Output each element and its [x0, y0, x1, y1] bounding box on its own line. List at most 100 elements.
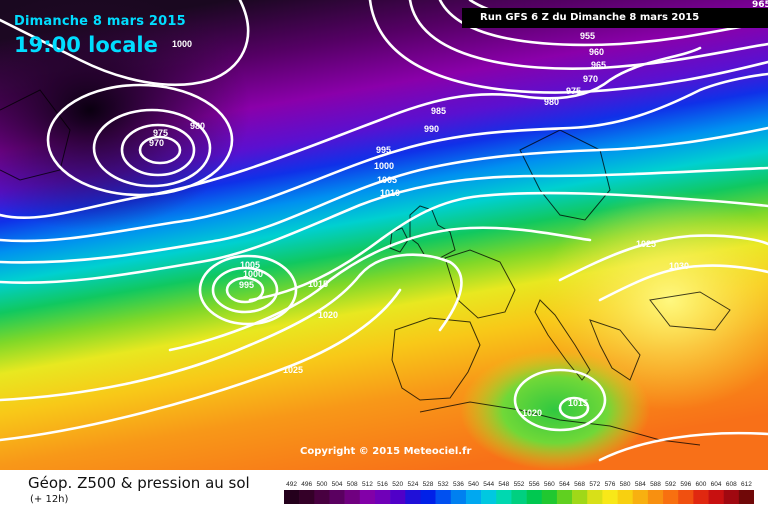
scale-tick-label: 572 [589, 481, 600, 488]
scale-tick-label: 548 [498, 481, 509, 488]
forecast-date: Dimanche 8 mars 2015 [14, 14, 186, 29]
coast-black-sea [649, 291, 731, 331]
scale-swatch [359, 490, 376, 504]
scale-swatch [556, 490, 573, 504]
isobar-980 [92, 108, 212, 188]
isobar-995-north [0, 72, 768, 243]
isobar-label: 975 [153, 128, 168, 138]
scale-swatch [450, 490, 467, 504]
isobar-1000 [0, 126, 768, 264]
isobar-label: 960 [589, 47, 604, 57]
isobar-labels: 1000 955 960 965 970 975 980 985 990 995… [149, 31, 689, 418]
isobar-label: 970 [149, 138, 164, 148]
isobar-1005 [0, 166, 768, 284]
scale-tick-label: 584 [635, 481, 646, 488]
scale-swatch [390, 490, 406, 504]
legend-subtitle: (+ 12h) [30, 494, 69, 505]
scale-tick-label: 528 [423, 481, 434, 488]
mediterranean-low-area [460, 350, 650, 470]
scale-tick-label: 508 [347, 481, 358, 488]
scale-tick-label: 532 [438, 481, 449, 488]
isobar-1020-med [513, 368, 607, 432]
scale-tick-label: 596 [680, 481, 691, 488]
isobar-label: 1000 [172, 39, 192, 49]
coast-italy [534, 299, 591, 381]
scale-swatch [663, 490, 679, 504]
isobar-label: 1025 [283, 365, 303, 375]
isobar-label: 965 [591, 60, 606, 70]
scale-tick-label: 612 [741, 481, 752, 488]
isobar-1030 [598, 264, 768, 302]
scale-tick-label: 564 [559, 481, 570, 488]
scale-swatch [329, 490, 345, 504]
scale-swatch [496, 490, 512, 504]
scale-tick-label: 544 [483, 481, 494, 488]
scale-tick-label: 500 [316, 481, 327, 488]
scale-tick-label: 588 [650, 481, 661, 488]
copyright-notice: Copyright © 2015 Meteociel.fr [300, 446, 472, 457]
scale-tick-label: 540 [468, 481, 479, 488]
isobar-label: 980 [190, 121, 205, 131]
scale-swatch [344, 490, 361, 504]
isobar-990 [0, 46, 702, 219]
scale-tick-label: 520 [392, 481, 403, 488]
scale-swatch [647, 490, 664, 504]
isobar-label: 985 [431, 106, 446, 116]
scale-tick-label: 552 [514, 481, 525, 488]
scale-swatch [708, 490, 724, 504]
scale-swatch [587, 490, 603, 504]
coast-balkans [589, 319, 641, 381]
isobar-label: 970 [583, 74, 598, 84]
isobar-1010 [248, 191, 768, 302]
isobar-label: 1005 [240, 260, 260, 270]
isobar-label: 1010 [380, 188, 400, 198]
corner-isobar-label: 965 [752, 0, 768, 10]
scale-tick-label: 516 [377, 481, 388, 488]
scale-swatch [299, 490, 315, 504]
forecast-time: 19:00 locale [14, 33, 158, 57]
isobar-label: 1030 [669, 261, 689, 271]
isobar-label: 1000 [243, 269, 263, 279]
scale-swatch [526, 490, 543, 504]
scale-tick-label: 536 [453, 481, 464, 488]
scale-swatch [541, 490, 558, 504]
isobar-label: 995 [376, 145, 391, 155]
isobar-arctic [0, 0, 250, 87]
scale-swatch [435, 490, 452, 504]
scale-swatch [693, 490, 709, 504]
isobar-label: 1000 [374, 161, 394, 171]
scale-swatch [465, 490, 482, 504]
isobar-label: 1015 [568, 398, 588, 408]
scale-tick-label: 576 [605, 481, 616, 488]
scale-tick-label: 512 [362, 481, 373, 488]
isobar-north-4 [368, 0, 768, 94]
isobar-label: 1020 [318, 310, 338, 320]
isobar-1025 [0, 288, 402, 442]
weather-map: 1000 955 960 965 970 975 980 985 990 995… [0, 0, 768, 470]
isobar-1015-med [558, 396, 590, 420]
scale-tick-label: 592 [665, 481, 676, 488]
isobar-label: 1005 [377, 175, 397, 185]
isobar-label: 975 [566, 86, 581, 96]
scale-swatch [405, 490, 421, 504]
scale-tick-label: 608 [726, 481, 737, 488]
isobar-label: 1015 [308, 279, 328, 289]
isobar-985 [46, 83, 234, 197]
isobar-label: 1025 [636, 239, 656, 249]
isobar-1005-atlantic [198, 254, 298, 326]
isobar-1020-west [0, 253, 463, 402]
scale-tick-label: 556 [529, 481, 540, 488]
scale-swatch [481, 490, 497, 504]
scale-swatch [723, 490, 740, 504]
scale-swatch [738, 490, 754, 504]
scale-tick-label: 524 [407, 481, 418, 488]
scale-swatch [572, 490, 588, 504]
scale-tick-label: 492 [286, 481, 297, 488]
isobar-east-med [598, 431, 768, 462]
run-info-banner [462, 8, 768, 28]
isobars [0, 0, 768, 460]
scale-tick-label: 496 [301, 481, 312, 488]
run-info-label: Run GFS 6 Z du Dimanche 8 mars 2015 [480, 12, 700, 23]
scale-swatch [632, 490, 649, 504]
scale-swatch [617, 490, 634, 504]
